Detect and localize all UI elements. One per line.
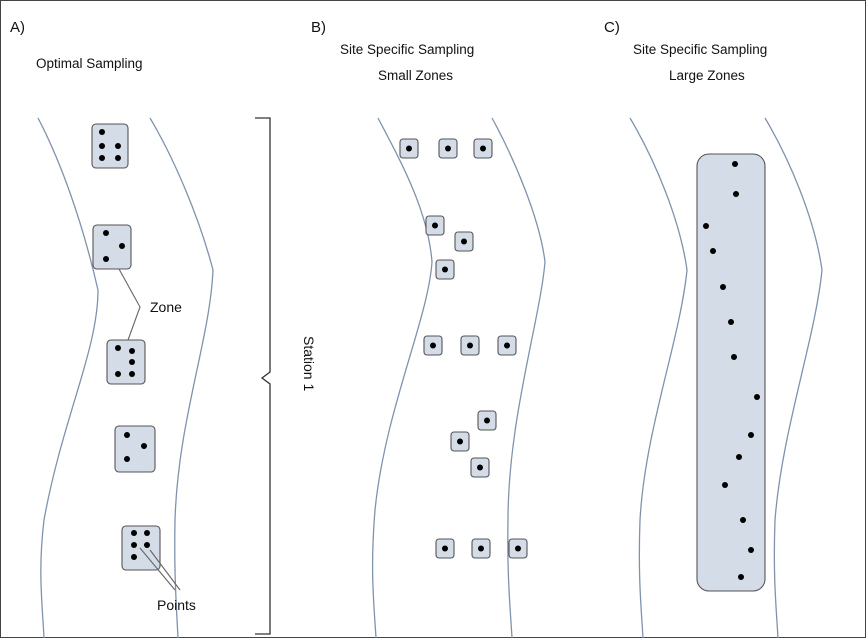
point xyxy=(504,342,510,349)
point xyxy=(131,542,137,548)
panel-a-river-left-bank xyxy=(37,117,99,639)
point xyxy=(115,143,121,149)
panel-a-zone-1 xyxy=(91,123,129,169)
panel-b-letter: B) xyxy=(311,19,326,36)
panel-c-points xyxy=(703,161,760,580)
point xyxy=(731,354,737,360)
point xyxy=(442,266,448,273)
point xyxy=(99,129,105,135)
panel-b-small-zones xyxy=(399,138,528,559)
point xyxy=(467,342,473,349)
point xyxy=(119,243,125,249)
point xyxy=(129,348,135,354)
panel-b-title-line-1: Site Specific Sampling xyxy=(340,42,474,57)
point xyxy=(115,345,121,351)
panel-b-river-right-bank xyxy=(491,117,546,639)
point xyxy=(736,454,742,460)
point xyxy=(131,530,137,536)
point xyxy=(99,143,105,149)
point xyxy=(129,371,135,377)
panel-b-river-left-bank xyxy=(371,117,433,639)
point xyxy=(720,284,726,290)
panel-a-zone-3 xyxy=(106,339,146,385)
point xyxy=(748,547,754,553)
point xyxy=(129,359,135,365)
point xyxy=(732,161,738,167)
point xyxy=(131,554,137,560)
point xyxy=(710,248,716,254)
point xyxy=(432,222,438,229)
panel-c-large-zone xyxy=(696,153,766,592)
points-annotation: Points xyxy=(157,597,196,613)
panel-a-zone-2 xyxy=(92,224,132,270)
point xyxy=(703,223,709,229)
panel-c-title-line-1: Site Specific Sampling xyxy=(633,42,767,57)
panel-a-zone-5 xyxy=(121,525,161,571)
point xyxy=(477,464,483,471)
point xyxy=(124,456,130,462)
point xyxy=(144,542,150,548)
zone-annotation: Zone xyxy=(150,299,182,315)
zone-leader-line xyxy=(118,268,141,341)
point xyxy=(124,432,130,438)
point xyxy=(442,545,448,552)
panel-b-title-line-2: Small Zones xyxy=(378,68,453,83)
point xyxy=(478,545,484,552)
point xyxy=(103,256,109,262)
point xyxy=(754,394,760,400)
panel-a: A) Optimal Sampling xyxy=(10,19,317,639)
panel-b-points xyxy=(406,145,521,552)
panel-a-zone-4 xyxy=(114,425,156,473)
station-bracket xyxy=(255,117,271,635)
point xyxy=(144,530,150,536)
point xyxy=(115,371,121,377)
point xyxy=(430,342,436,349)
point xyxy=(722,482,728,488)
points-leader-line xyxy=(139,547,181,591)
point xyxy=(445,145,451,152)
panel-c-title-line-2: Large Zones xyxy=(669,68,745,83)
point xyxy=(740,517,746,523)
point xyxy=(99,155,105,161)
point xyxy=(480,145,486,152)
point xyxy=(738,574,744,580)
point xyxy=(515,545,521,552)
panel-a-title: Optimal Sampling xyxy=(36,56,143,71)
panel-a-letter: A) xyxy=(10,19,25,36)
panel-b: B) Site Specific Sampling Small Zones xyxy=(311,19,546,639)
point xyxy=(461,238,467,245)
point xyxy=(484,417,490,424)
panel-c-river-right-bank xyxy=(764,117,823,639)
point xyxy=(457,438,463,445)
point xyxy=(103,230,109,236)
panel-c: C) Site Specific Sampling Large Zones xyxy=(604,19,823,639)
point xyxy=(406,145,412,152)
point xyxy=(748,432,754,438)
point xyxy=(115,155,121,161)
point xyxy=(728,319,734,325)
panel-c-river-left-bank xyxy=(629,117,688,639)
point xyxy=(733,191,739,197)
panel-a-points xyxy=(99,129,150,560)
station-label: Station 1 xyxy=(301,336,317,391)
point xyxy=(141,443,147,449)
panel-a-river-right-bank xyxy=(149,117,214,639)
panel-c-letter: C) xyxy=(604,19,620,36)
